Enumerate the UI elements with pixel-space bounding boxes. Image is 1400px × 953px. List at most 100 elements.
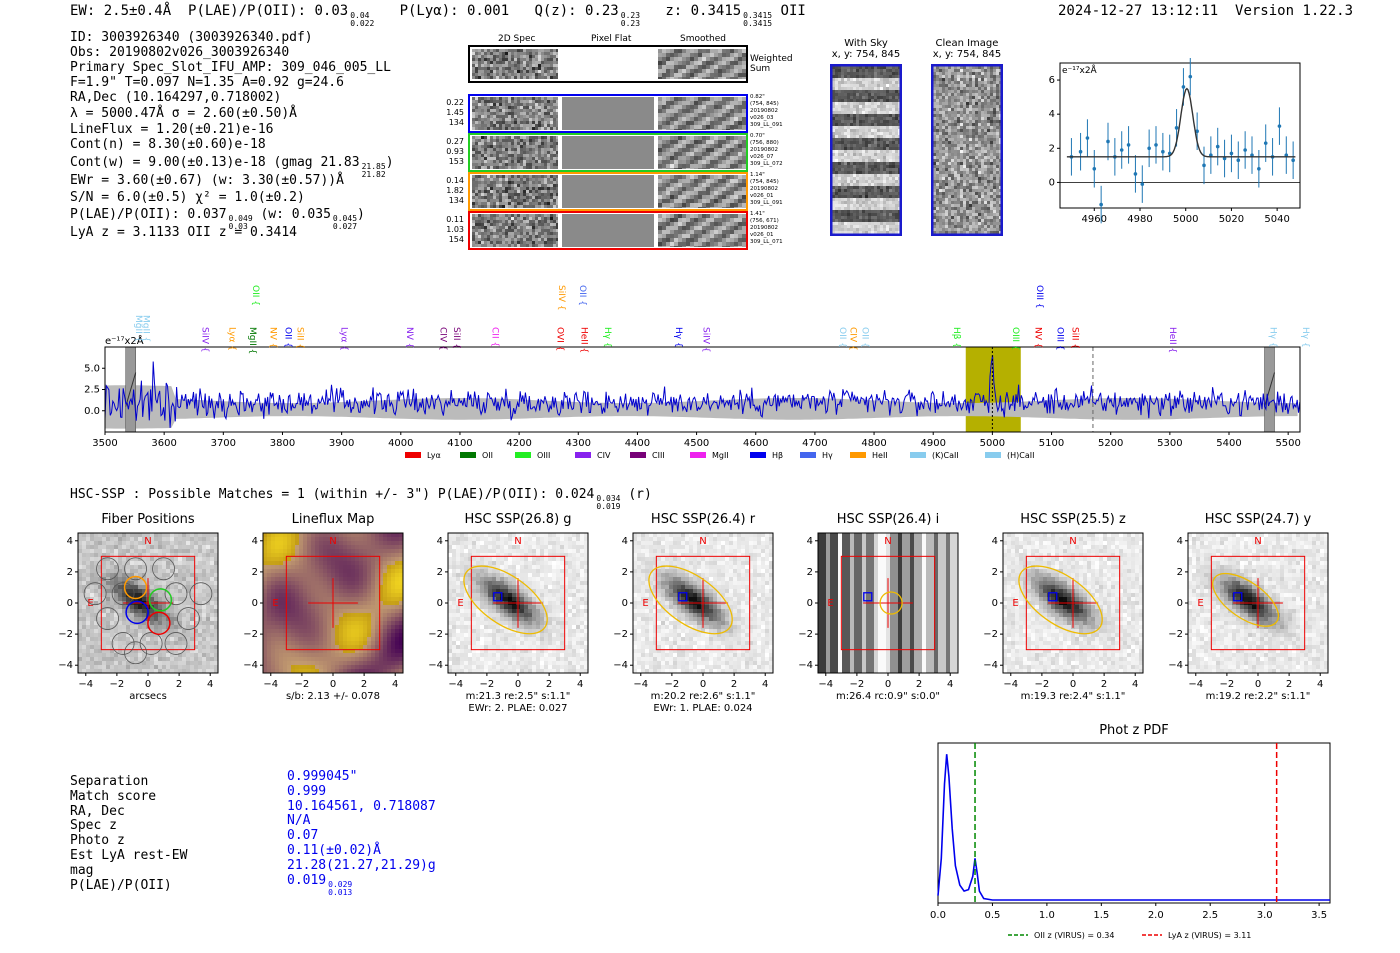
cutout-xtick-label: 2 xyxy=(176,679,182,690)
sky-pixel xyxy=(981,120,984,123)
sky-pixel xyxy=(957,219,960,222)
sky-pixel xyxy=(933,192,936,195)
sky-pixel xyxy=(933,135,936,138)
cutout-pixel xyxy=(178,569,182,573)
sky-pixel xyxy=(933,168,936,171)
cutout-pixel xyxy=(339,609,343,613)
cutout-pixel xyxy=(174,665,178,669)
cutout-pixel xyxy=(327,593,331,597)
cutout-pixel xyxy=(82,549,86,553)
cutout-pixel xyxy=(275,573,279,577)
sky-pixel xyxy=(945,114,948,117)
sky-pixel xyxy=(951,165,954,168)
sky-pixel xyxy=(865,81,868,84)
sky-pixel xyxy=(975,81,978,84)
sky-pixel xyxy=(847,159,850,162)
sky-pixel xyxy=(865,96,868,99)
cutout-pixel xyxy=(190,637,194,641)
sky-pixel xyxy=(859,150,862,153)
sky-pixel xyxy=(939,90,942,93)
sky-pixel xyxy=(951,75,954,78)
sky-pixel xyxy=(978,207,981,210)
cutout-pixel xyxy=(142,577,146,581)
sky-pixel xyxy=(877,195,880,198)
cutout-pixel xyxy=(114,549,118,553)
sky-pixel xyxy=(883,132,886,135)
sky-pixel xyxy=(886,111,889,114)
cutout-pixel xyxy=(98,645,102,649)
sky-pixel xyxy=(966,69,969,72)
sky-pixel xyxy=(957,144,960,147)
sky-pixel xyxy=(841,201,844,204)
cutout-pixel xyxy=(122,593,126,597)
line-fit-ytick-label: 2 xyxy=(1049,143,1055,154)
sky-pixel xyxy=(936,159,939,162)
sky-pixel xyxy=(984,156,987,159)
sky-pixel xyxy=(889,129,892,132)
noise-image xyxy=(658,136,746,169)
cutout-pixel xyxy=(307,577,311,581)
cutout-pixel xyxy=(395,589,399,593)
sky-pixel xyxy=(939,144,942,147)
sky-pixel xyxy=(895,135,898,138)
sky-pixel xyxy=(954,216,957,219)
sky-pixel xyxy=(960,177,963,180)
cutout-pixel xyxy=(174,649,178,653)
cutout-pixel xyxy=(142,665,146,669)
cutout-pixel xyxy=(118,573,122,577)
cutout-pixel xyxy=(114,657,118,661)
sky-pixel xyxy=(856,174,859,177)
spectrum-legend-swatch xyxy=(460,452,476,458)
sky-pixel xyxy=(972,102,975,105)
cutout-pixel xyxy=(275,609,279,613)
sky-pixel xyxy=(951,93,954,96)
sky-pixel xyxy=(880,126,883,129)
sky-pixel xyxy=(847,201,850,204)
sky-pixel xyxy=(853,156,856,159)
fiber-row-value: 0.14 xyxy=(446,176,464,185)
cutout-pixel xyxy=(82,669,86,673)
cutout-pixel xyxy=(210,633,214,637)
header-qz-lo: 0.23 xyxy=(620,19,641,28)
sky-pixel xyxy=(987,129,990,132)
cutout-pixel xyxy=(90,593,94,597)
cutout-pixel xyxy=(122,577,126,581)
cutout-pixel xyxy=(315,613,319,617)
cutout-pixel xyxy=(90,661,94,665)
cutout-pixel xyxy=(130,553,134,557)
cutout-pixel xyxy=(150,617,154,621)
cutout-pixel xyxy=(206,669,210,673)
sky-pixel xyxy=(942,144,945,147)
cutout-pixel xyxy=(299,573,303,577)
cutout-pixel xyxy=(122,645,126,649)
sky-pixel xyxy=(933,81,936,84)
sky-pixel xyxy=(972,174,975,177)
sky-pixel xyxy=(883,195,886,198)
cutout-pixel xyxy=(94,669,98,673)
sky-pixel xyxy=(886,114,889,117)
cutout-pixel xyxy=(315,617,319,621)
cutout-pixel xyxy=(210,597,214,601)
sky-pixel xyxy=(954,93,957,96)
cutout-pixel xyxy=(267,569,271,573)
cutout-pixel xyxy=(110,569,114,573)
sky-pixel xyxy=(954,165,957,168)
cutout-pixel xyxy=(359,573,363,577)
sky-pixel xyxy=(942,135,945,138)
sky-pixel xyxy=(844,123,847,126)
sky-pixel xyxy=(972,117,975,120)
cutout-pixel xyxy=(90,585,94,589)
cutout-pixel xyxy=(263,585,267,589)
sky-pixel xyxy=(835,207,838,210)
sky-pixel xyxy=(996,87,999,90)
sky-pixel xyxy=(841,204,844,207)
cutout-pixel xyxy=(94,549,98,553)
sky-pixel xyxy=(987,162,990,165)
cutout-pixel xyxy=(279,573,283,577)
cutout-pixel xyxy=(166,585,170,589)
cutout-pixel xyxy=(271,593,275,597)
sky-pixel xyxy=(957,186,960,189)
sky-pixel xyxy=(966,84,969,87)
info-lambda: λ = 5000.47Å σ = 2.60(±0.50)Å xyxy=(70,106,297,121)
cutout-pixel xyxy=(102,669,106,673)
